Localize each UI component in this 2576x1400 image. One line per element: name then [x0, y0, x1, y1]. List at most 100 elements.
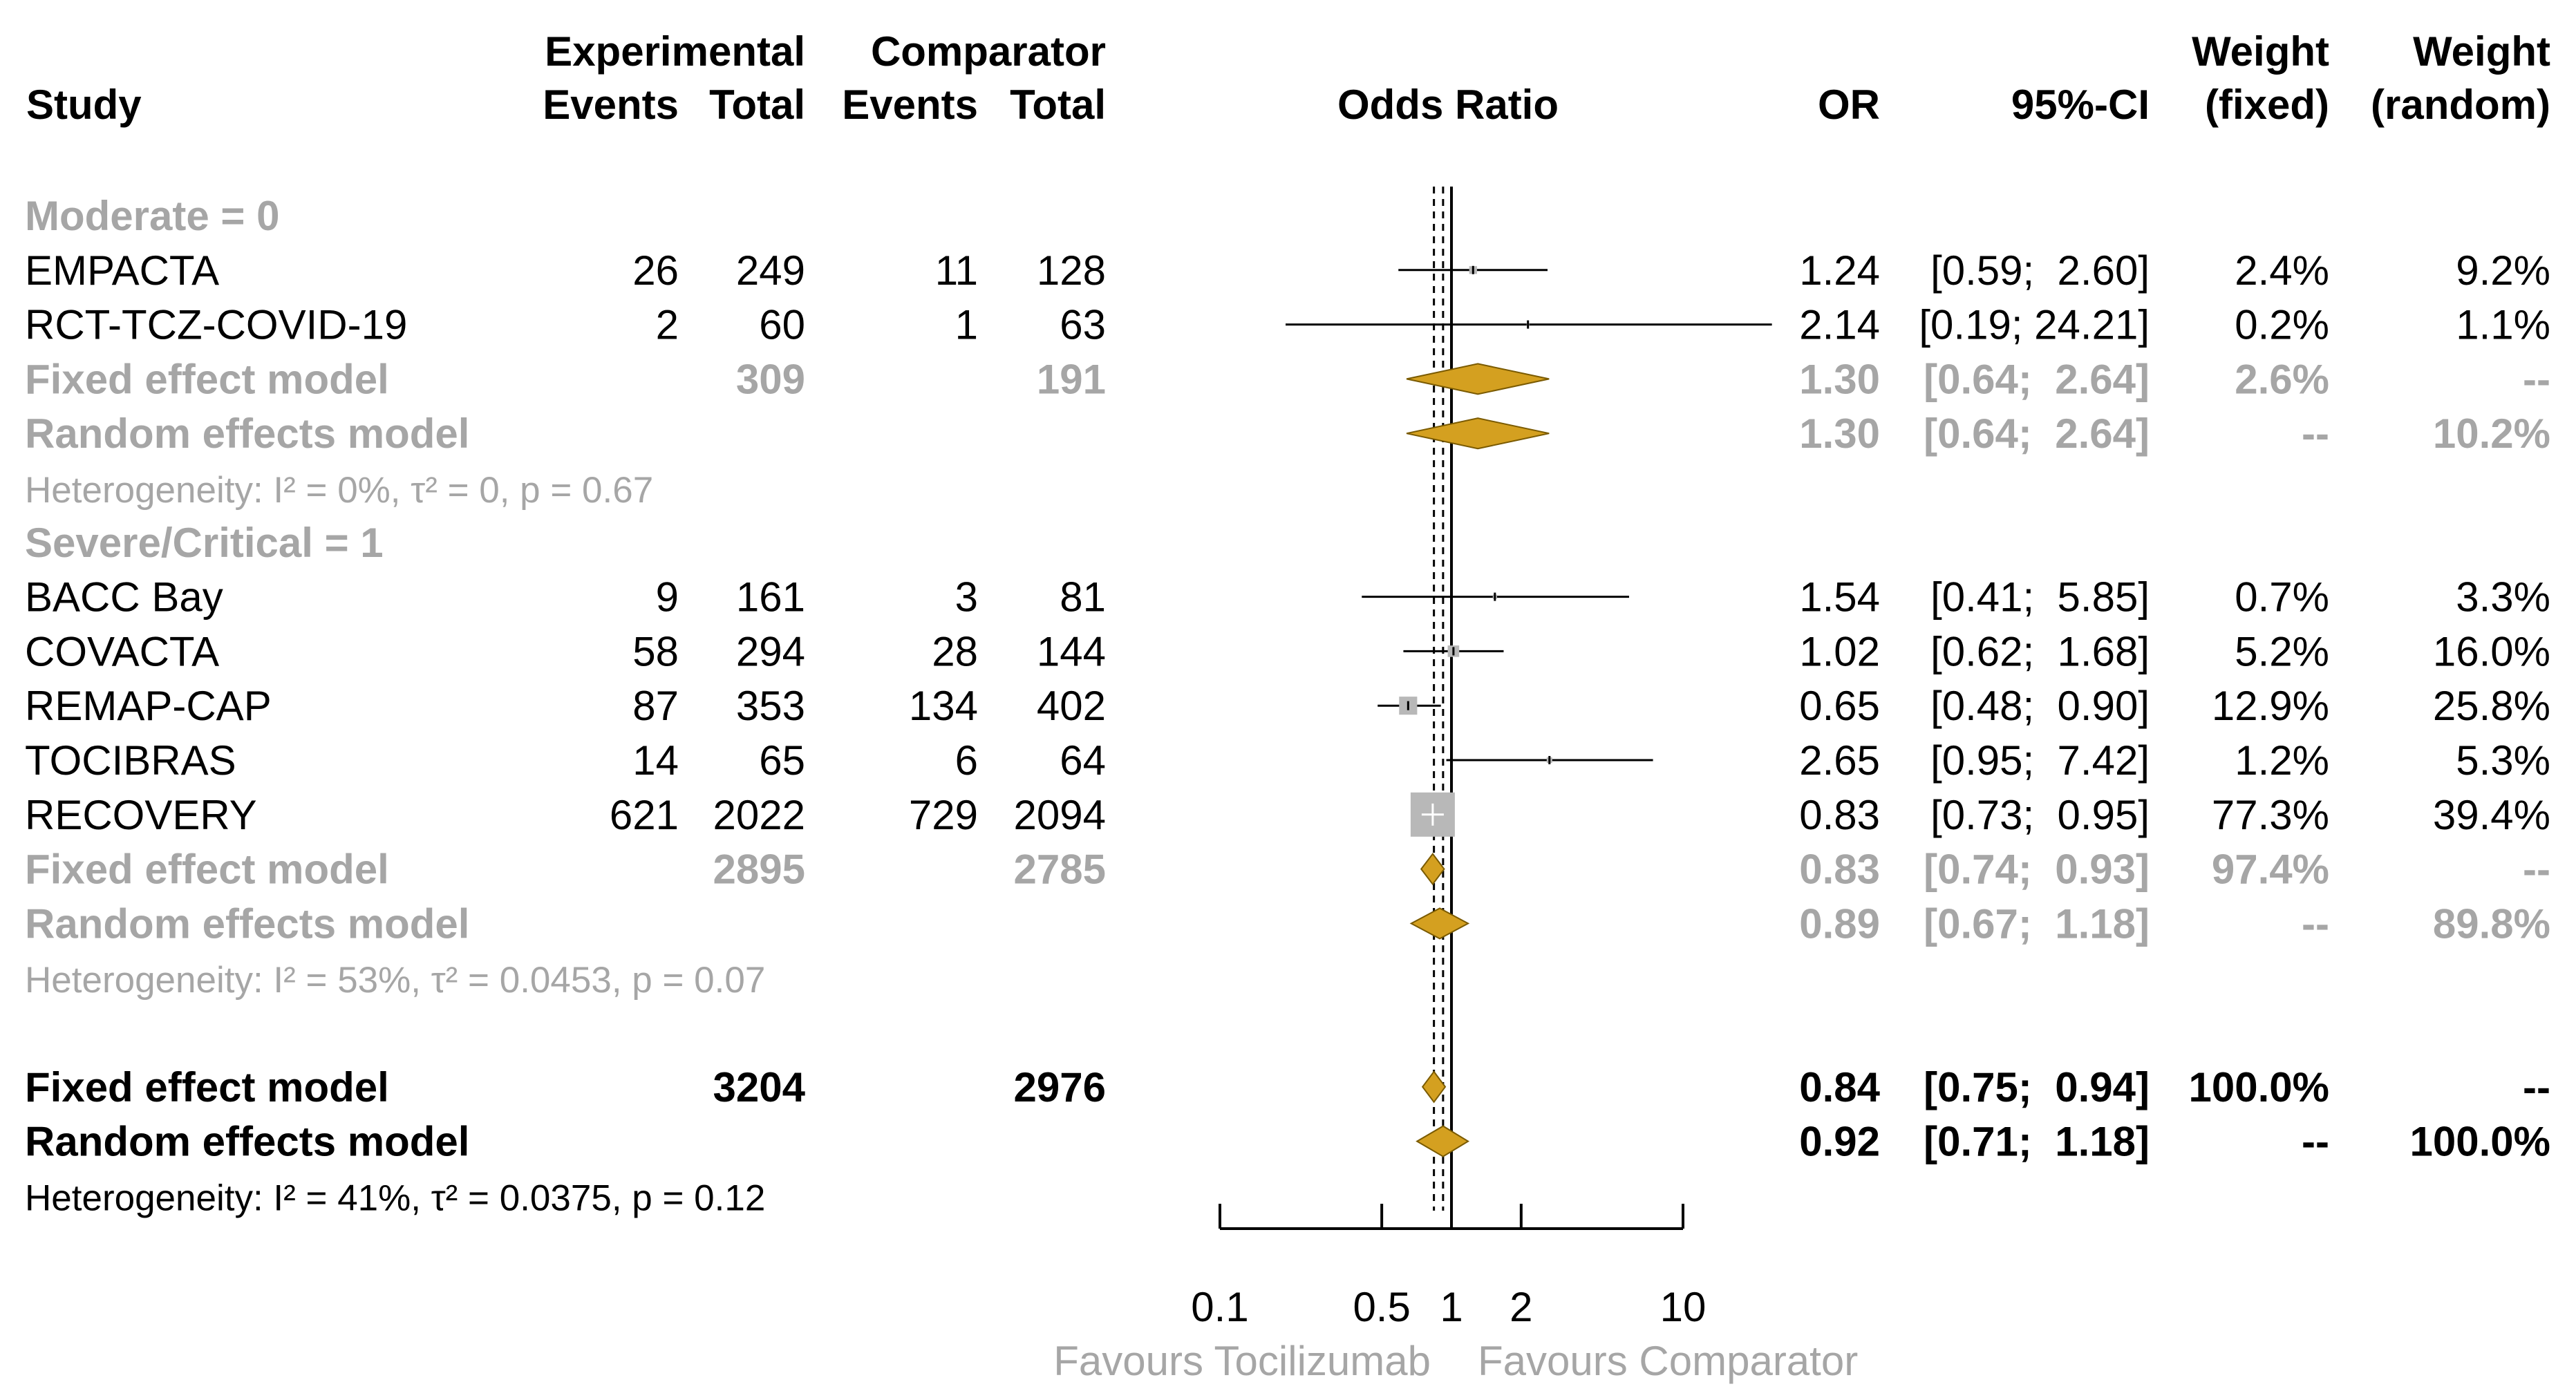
- fixed-effect-diamond: [1406, 363, 1550, 395]
- row-random: Random effects model 0.92 [0.71; 1.18] -- 10…: [25, 1119, 2550, 1165]
- ci-value: [0.75; 0.94]: [1924, 1064, 2150, 1110]
- row-study: EMPACTA 26 249 11 128 1.24 [0.59; 2.60] 2.4% 9.2…: [25, 247, 2550, 294]
- study-label: RCT-TCZ-COVID-19: [25, 302, 407, 348]
- header-total-exp: Total: [709, 82, 805, 128]
- or-value: 1.54: [1799, 574, 1880, 621]
- row-study: RCT-TCZ-COVID-19 2 60 1 63 2.14 [0.19; 24.21] 0…: [25, 302, 2550, 348]
- or-value: 0.89: [1799, 900, 1880, 947]
- heterogeneity-text: Heterogeneity: I² = 53%, τ² = 0.0453, p …: [25, 960, 765, 1001]
- header-weight-random-top: Weight: [2413, 28, 2550, 75]
- weight-fixed: --: [2302, 1119, 2329, 1165]
- total-comparator: 63: [1060, 302, 1106, 348]
- row-fixed: Fixed effect model 3204 2976 0.84 [0.75; 0.9…: [25, 1064, 2550, 1110]
- total-comparator: 81: [1060, 574, 1106, 621]
- or-value: 1.02: [1799, 628, 1880, 674]
- study-label: REMAP-CAP: [25, 683, 272, 729]
- row-fixed: Fixed effect model 2895 2785 0.83 [0.74; 0.9…: [25, 846, 2550, 893]
- weight-fixed: 5.2%: [2235, 628, 2329, 674]
- study-label: Moderate = 0: [25, 193, 279, 239]
- ci-value: [0.59; 2.60]: [1930, 247, 2150, 294]
- events-comparator: 729: [909, 792, 978, 838]
- study-label: Severe/Critical = 1: [25, 520, 384, 566]
- row-group: Moderate = 0: [25, 193, 279, 239]
- header-events-exp: Events: [543, 82, 679, 128]
- ci-value: [0.95; 7.42]: [1930, 737, 2150, 784]
- total-experimental: 2895: [713, 846, 805, 893]
- study-label: Random effects model: [25, 410, 469, 457]
- x-tick-label: 1: [1440, 1284, 1463, 1330]
- row-het: Heterogeneity: I² = 53%, τ² = 0.0453, p …: [25, 960, 765, 1001]
- plot-reference-lines: [1433, 187, 1453, 1211]
- row-study: RECOVERY 621 2022 729 2094 0.83 [0.73; 0.95] 77…: [25, 792, 2550, 838]
- or-value: 2.65: [1799, 737, 1880, 784]
- weight-fixed: 2.6%: [2235, 356, 2329, 402]
- heterogeneity-text: Heterogeneity: I² = 0%, τ² = 0, p = 0.67: [25, 470, 653, 511]
- study-label: RECOVERY: [25, 792, 257, 838]
- weight-fixed: 2.4%: [2235, 247, 2329, 294]
- events-comparator: 6: [955, 737, 978, 784]
- study-label: TOCIBRAS: [25, 737, 236, 784]
- row-study: COVACTA 58 294 28 144 1.02 [0.62; 1.68] 5.2% 16.…: [25, 628, 2550, 674]
- weight-random: 16.0%: [2433, 628, 2550, 674]
- events-experimental: 9: [656, 574, 679, 621]
- x-tick-label: 0.1: [1191, 1284, 1248, 1330]
- row-study: BACC Bay 9 161 3 81 1.54 [0.41; 5.85] 0.7% 3.3%: [25, 574, 2550, 621]
- header-total-comp: Total: [1010, 82, 1106, 128]
- weight-random: 5.3%: [2456, 737, 2550, 784]
- column-headers: Experimental Comparator Weight Weight St…: [26, 28, 2550, 128]
- header-odds-ratio: Odds Ratio: [1337, 82, 1559, 128]
- fixed-effect-diamond: [1420, 852, 1445, 886]
- or-value: 1.30: [1799, 356, 1880, 402]
- ci-value: [0.41; 5.85]: [1930, 574, 2150, 621]
- study-label: Fixed effect model: [25, 846, 389, 893]
- x-tick-label: 0.5: [1353, 1284, 1410, 1330]
- header-events-comp: Events: [842, 82, 978, 128]
- random-effect-diamond: [1409, 907, 1470, 940]
- total-experimental: 249: [736, 247, 805, 294]
- random-effect-diamond: [1406, 417, 1550, 450]
- weight-fixed: 12.9%: [2212, 683, 2329, 729]
- total-experimental: 60: [759, 302, 805, 348]
- row-study: REMAP-CAP 87 353 134 402 0.65 [0.48; 0.90] 12.9…: [25, 683, 2550, 729]
- study-label: Random effects model: [25, 900, 469, 947]
- header-weight-fixed: (fixed): [2205, 82, 2329, 128]
- total-comparator: 2094: [1014, 792, 1106, 838]
- or-value: 0.92: [1799, 1119, 1880, 1165]
- heterogeneity-text: Heterogeneity: I² = 41%, τ² = 0.0375, p …: [25, 1177, 765, 1218]
- header-experimental: Experimental: [545, 28, 805, 75]
- favours-left-label: Favours Tocilizumab: [1053, 1338, 1431, 1384]
- weight-random: 1.1%: [2456, 302, 2550, 348]
- random-effect-diamond: [1416, 1125, 1470, 1157]
- ci-value: [0.48; 0.90]: [1930, 683, 2150, 729]
- events-comparator: 134: [909, 683, 978, 729]
- weight-fixed: 1.2%: [2235, 737, 2329, 784]
- weight-fixed: 0.7%: [2235, 574, 2329, 621]
- header-comparator: Comparator: [871, 28, 1106, 75]
- weight-fixed: --: [2302, 900, 2329, 947]
- fixed-effect-diamond: [1421, 1070, 1447, 1104]
- header-weight-fixed-top: Weight: [2192, 28, 2329, 75]
- total-experimental: 65: [759, 737, 805, 784]
- study-label: Fixed effect model: [25, 1064, 389, 1110]
- header-or: OR: [1818, 82, 1880, 128]
- ci-value: [0.62; 1.68]: [1930, 628, 2150, 674]
- events-experimental: 14: [632, 737, 679, 784]
- row-het: Heterogeneity: I² = 0%, τ² = 0, p = 0.67: [25, 470, 653, 511]
- or-value: 0.84: [1799, 1064, 1880, 1110]
- or-value: 0.65: [1799, 683, 1880, 729]
- ci-value: [0.64; 2.64]: [1924, 356, 2150, 402]
- or-value: 2.14: [1799, 302, 1880, 348]
- header-ci: 95%-CI: [2011, 82, 2150, 128]
- favours-right-label: Favours Comparator: [1478, 1338, 1858, 1384]
- weight-fixed: --: [2302, 410, 2329, 457]
- row-random: Random effects model 1.30 [0.64; 2.64] -- 10…: [25, 410, 2550, 457]
- ci-value: [0.74; 0.93]: [1924, 846, 2150, 893]
- x-tick-label: 2: [1510, 1284, 1532, 1330]
- total-comparator: 2785: [1014, 846, 1106, 893]
- events-experimental: 2: [656, 302, 679, 348]
- x-tick-label: 10: [1660, 1284, 1707, 1330]
- weight-random: --: [2523, 356, 2550, 402]
- weight-random: 25.8%: [2433, 683, 2550, 729]
